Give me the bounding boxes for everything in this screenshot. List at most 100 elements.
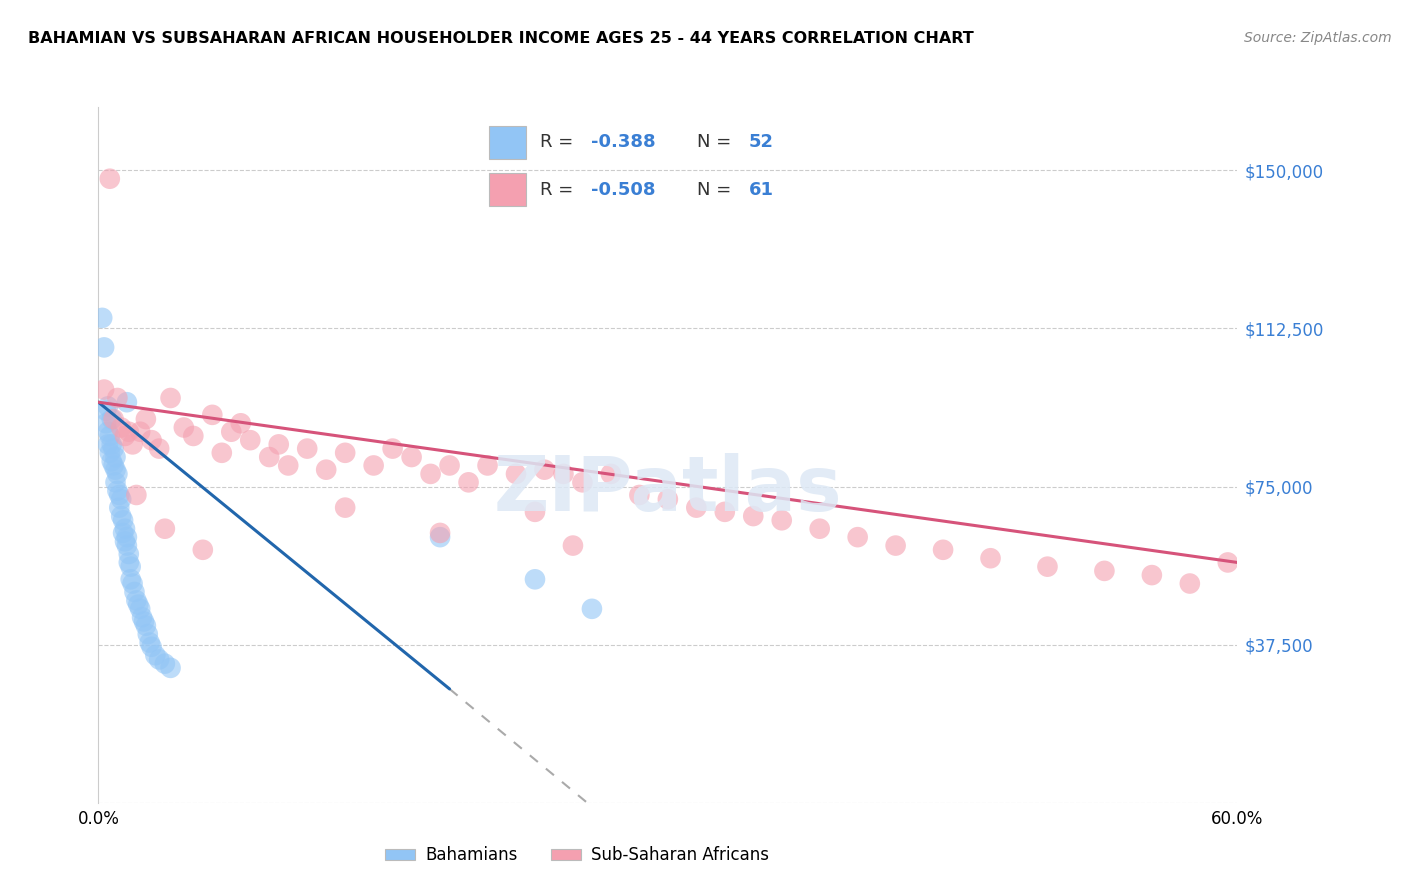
Point: [657, 492, 679, 507]
Point: [1094, 564, 1116, 578]
Point: [221, 425, 243, 439]
Point: [125, 593, 148, 607]
Point: [159, 391, 181, 405]
Point: [932, 542, 955, 557]
Point: [239, 433, 262, 447]
Point: [419, 467, 441, 481]
Point: [98, 429, 121, 443]
Point: [115, 395, 138, 409]
Text: R =: R =: [540, 133, 579, 151]
Point: [132, 615, 155, 629]
Point: [107, 483, 129, 498]
Point: [153, 657, 176, 671]
Point: [104, 463, 127, 477]
Point: [121, 576, 143, 591]
Text: 52: 52: [748, 133, 773, 151]
Point: [533, 463, 555, 477]
Point: [93, 383, 115, 397]
Text: 61: 61: [748, 181, 773, 199]
Point: [93, 340, 115, 354]
Point: [191, 542, 214, 557]
Point: [97, 425, 120, 439]
Point: [120, 559, 142, 574]
Point: [100, 454, 122, 468]
Text: N =: N =: [697, 181, 737, 199]
Point: [114, 429, 136, 443]
Point: [1178, 576, 1201, 591]
Text: Source: ZipAtlas.com: Source: ZipAtlas.com: [1244, 31, 1392, 45]
Point: [159, 661, 181, 675]
Point: [112, 513, 135, 527]
Point: [562, 539, 585, 553]
Point: [477, 458, 499, 473]
Point: [335, 500, 357, 515]
Point: [148, 442, 170, 456]
Point: [173, 420, 195, 434]
Point: [135, 618, 157, 632]
Point: [108, 500, 131, 515]
Point: [107, 467, 129, 481]
Text: ZIPatlas: ZIPatlas: [494, 453, 842, 526]
Point: [118, 547, 141, 561]
Text: N =: N =: [697, 133, 737, 151]
Point: [98, 446, 121, 460]
Point: [110, 420, 132, 434]
Point: [104, 475, 127, 490]
Point: [114, 522, 136, 536]
Point: [110, 492, 132, 507]
Point: [121, 437, 143, 451]
Point: [1140, 568, 1163, 582]
Point: [129, 425, 152, 439]
Point: [553, 467, 575, 481]
Text: -0.508: -0.508: [592, 181, 655, 199]
Legend: Bahamians, Sub-Saharan Africans: Bahamians, Sub-Saharan Africans: [378, 839, 775, 871]
Point: [183, 429, 205, 443]
Bar: [489, 173, 526, 206]
Point: [628, 488, 651, 502]
Point: [115, 539, 138, 553]
Point: [429, 525, 451, 540]
Point: [138, 635, 160, 649]
Point: [129, 602, 152, 616]
Point: [979, 551, 1001, 566]
Point: [685, 500, 707, 515]
Point: [141, 640, 163, 654]
Point: [148, 652, 170, 666]
Point: [524, 572, 547, 586]
Point: [153, 522, 176, 536]
Point: [114, 534, 136, 549]
Point: [118, 556, 141, 570]
Point: [259, 450, 281, 464]
Point: [846, 530, 869, 544]
Point: [401, 450, 423, 464]
Point: [297, 442, 319, 456]
Point: [110, 509, 132, 524]
Point: [363, 458, 385, 473]
Point: [201, 408, 224, 422]
Bar: [489, 126, 526, 159]
Point: [714, 505, 737, 519]
Point: [100, 412, 122, 426]
Point: [112, 525, 135, 540]
Point: [742, 509, 765, 524]
Text: R =: R =: [540, 181, 579, 199]
Point: [118, 425, 141, 439]
Point: [571, 475, 593, 490]
Point: [103, 412, 125, 426]
Point: [335, 446, 357, 460]
Point: [103, 442, 125, 456]
Point: [136, 627, 159, 641]
Point: [94, 403, 117, 417]
Point: [141, 433, 163, 447]
Point: [439, 458, 461, 473]
Point: [131, 610, 153, 624]
Point: [884, 539, 907, 553]
Point: [97, 400, 120, 414]
Point: [108, 488, 131, 502]
Point: [315, 463, 337, 477]
Point: [97, 437, 120, 451]
Point: [1036, 559, 1059, 574]
Point: [1216, 556, 1239, 570]
Point: [94, 417, 117, 431]
Point: [120, 572, 142, 586]
